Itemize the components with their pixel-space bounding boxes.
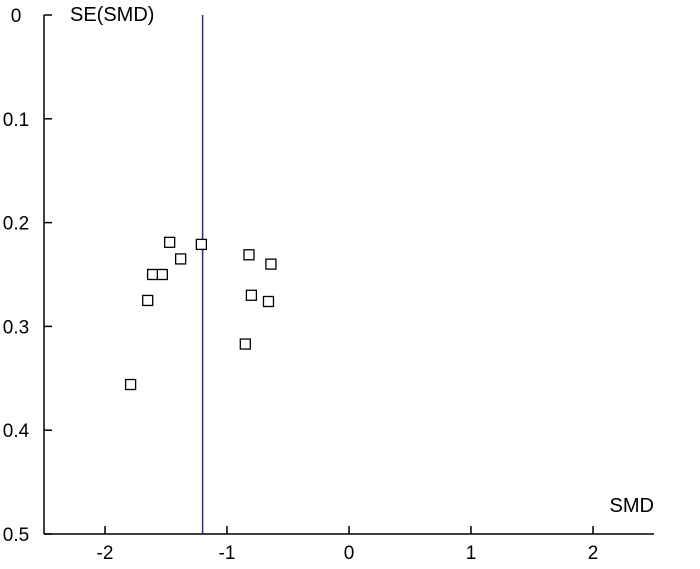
y-axis: 0 0.1 0.2 0.3 0.4 0.5 SE(SMD) [3,4,155,546]
study-point [245,289,258,301]
x-axis: -2 -1 0 1 2 SMD [44,495,654,564]
y-axis-title: SE(SMD) [70,4,154,26]
y-tick-label: 0 [11,6,22,27]
y-tick-label: 0.2 [3,214,29,235]
x-axis-title: SMD [610,495,654,517]
study-point [239,338,251,350]
y-tick-label: 0.1 [3,110,29,131]
x-tick-label: 1 [466,543,477,564]
study-point [142,294,154,307]
y-tick-label: 0.3 [3,317,29,338]
study-point [174,253,187,265]
study-point [262,295,275,308]
x-tick-label: -1 [219,543,236,564]
study-point [124,378,137,391]
x-tick-label: 2 [588,543,599,564]
y-tick-label: 0.4 [3,421,30,442]
x-tick-label: 0 [344,543,355,564]
study-point [164,236,176,248]
study-point [156,268,168,281]
study-point [146,268,159,281]
study-markers [124,236,277,391]
study-point [265,258,277,270]
study-point [195,238,208,251]
x-ticks: -2 -1 0 1 2 [97,526,599,564]
study-point [243,249,255,261]
y-tick-label: 0.5 [3,525,29,546]
x-tick-label: -2 [97,543,114,564]
y-ticks: 0 0.1 0.2 0.3 0.4 0.5 [3,6,52,546]
